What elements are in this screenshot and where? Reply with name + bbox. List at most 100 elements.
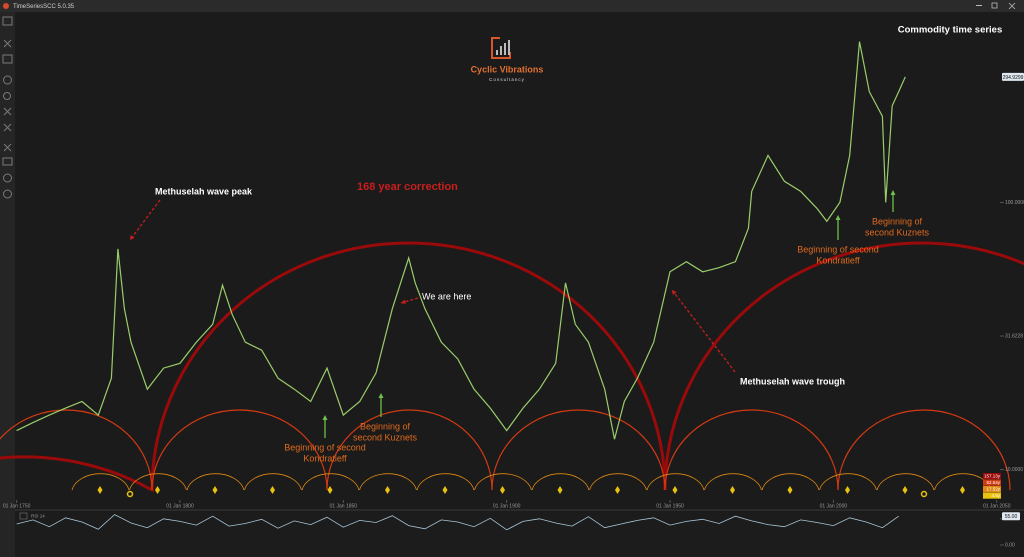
x-tick-label: 01 Jan 2050 [983,503,1011,509]
tool-icon[interactable] [3,39,12,48]
cycle-trough [730,486,735,494]
cycle-trough [155,486,160,494]
cycle-trough [212,486,218,494]
logo-tagline: Consultancy [489,77,525,82]
cycle-arc [761,473,820,491]
maximize-button[interactable] [991,2,998,9]
cycle-legend-label: 52.64y [986,480,1000,485]
x-tick-label: 01 Jan 1750 [3,503,31,509]
cycle-legend-label: 17.52y [986,486,1000,491]
cycle-arc [129,473,187,491]
cycle-trough [327,486,333,494]
osc-tick-label: 0.00 [1005,542,1015,548]
cycle-arc [326,409,493,491]
cycle-arc [301,473,360,491]
cycle-arc [646,473,705,491]
cycle-arc [837,409,1011,491]
annotation-arrow [671,289,736,373]
last-value-label: 294.9299 [1003,75,1024,81]
tool-icon[interactable] [3,189,12,199]
tool-icon[interactable] [3,123,12,132]
arrow-head [835,215,841,220]
cycle-arc [0,409,153,491]
close-button[interactable] [1008,2,1016,10]
x-tick-label: 01 Jan 1800 [166,503,194,509]
cycle-trough [270,486,275,494]
y-tick-label: 31.6228 [1005,333,1023,339]
cycle-legend-swatch [983,473,1001,480]
annotation-text: second Kuznets [353,432,418,442]
cycle-trough [385,486,390,494]
cycle-trough [672,486,678,494]
tool-icon[interactable] [3,173,12,183]
cycle-trough [787,486,793,494]
cycle-trough [615,486,620,494]
cycle-arc [416,473,475,491]
annotation-text: Methuselah wave peak [155,186,253,196]
window-title: TimeSeriesSCC 5.0.35 [13,4,75,10]
tool-icon[interactable] [3,75,12,85]
x-tick-label: 01 Jan 1850 [330,503,358,509]
annotation-arrow [129,199,161,241]
title-bar [0,0,1024,12]
annotation-text: Kondratieff [816,255,860,265]
cycle-marker [126,490,134,498]
annotation-text: 168 year correction [357,181,458,193]
oscillator-line [16,514,899,531]
cycle-legend-label: 157.13y [984,473,1001,478]
arrow-head [130,235,135,240]
arrow-head [322,415,328,420]
cycle-arc [71,473,130,491]
annotation-arrow [400,297,419,304]
cycle-arc [589,473,647,491]
cycle-arc [186,473,245,491]
cycle-arc [664,409,839,491]
cycle-trough [557,486,563,494]
pane-button[interactable] [19,512,28,520]
cycle-legend-swatch [983,479,1001,486]
annotation-text: Beginning of second [284,442,366,452]
cycle-trough [845,486,850,494]
cycle-arc [244,473,302,491]
annotation-text: Beginning of [360,421,411,431]
annotation-text: We are here [422,291,471,301]
arrow-head [378,393,384,398]
cycle-trough [960,486,965,494]
cycle-arc [474,473,532,491]
x-tick-label: 01 Jan 1900 [493,503,521,509]
cycle-legend-swatch [983,492,1001,499]
toolbar [0,12,15,557]
tool-icon[interactable] [3,107,12,116]
x-tick-label: 01 Jan 2000 [820,503,848,509]
tool-icon[interactable] [3,143,12,152]
tool-icon[interactable] [2,157,13,166]
annotation-text: Beginning of [872,216,923,226]
osc-value-badge [1002,512,1020,521]
cycle-arc [151,409,328,491]
annotation-text: Kondratieff [303,453,347,463]
cycle-arc [531,473,590,491]
chart-area [15,12,1024,510]
arrow-head [890,190,896,195]
pane-label: RSI 14 [31,514,45,519]
arrow-head [401,299,406,305]
cycle-legend-swatch [983,486,1001,493]
y-tick-label: 10.0000 [1005,467,1023,473]
cycle-arc [876,473,935,491]
cycle-trough [500,486,505,494]
y-tick-label: 100.0000 [1005,200,1024,206]
cycle-arc [491,409,666,491]
tool-icon[interactable] [3,92,11,100]
arrow-head [672,290,677,295]
cycle-arc [819,473,877,491]
annotation-text: Beginning of second [797,244,879,254]
chart-title: Commodity time series [898,25,1003,36]
price-line [16,41,906,440]
minimize-button[interactable] [976,5,982,6]
logo-icon [491,37,511,59]
tool-icon[interactable] [2,16,13,26]
tool-icon[interactable] [2,54,13,64]
x-tick-label: 01 Jan 1950 [656,503,684,509]
